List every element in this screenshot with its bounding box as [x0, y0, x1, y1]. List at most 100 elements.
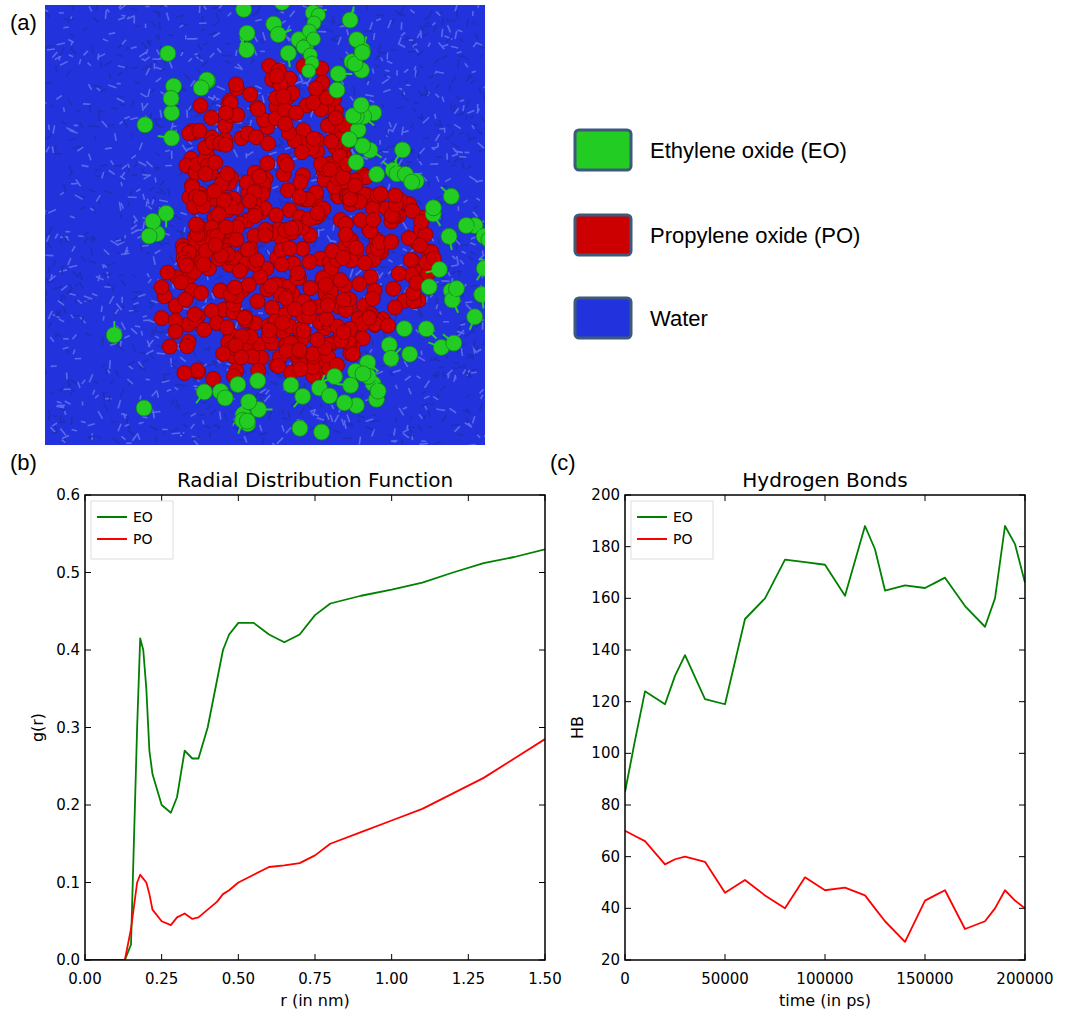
water-stick: [464, 200, 468, 203]
water-stick: [325, 420, 326, 425]
water-stick: [97, 53, 99, 59]
water-stick: [62, 440, 66, 443]
water-stick: [409, 428, 412, 433]
water-stick: [304, 383, 305, 387]
water-stick: [438, 366, 444, 368]
water-stick: [118, 66, 125, 68]
water-stick: [359, 16, 360, 22]
water-stick: [120, 239, 125, 241]
water-stick: [483, 341, 484, 346]
water-stick: [222, 54, 231, 56]
water-stick: [366, 426, 374, 430]
water-stick: [461, 320, 466, 324]
water-stick: [91, 248, 92, 256]
water-stick: [150, 353, 154, 359]
water-stick: [477, 129, 482, 134]
water-stick: [83, 28, 87, 30]
water-stick: [318, 228, 320, 236]
water-stick: [153, 256, 155, 264]
water-stick: [68, 292, 72, 294]
water-stick: [390, 159, 395, 160]
water-stick: [128, 361, 135, 365]
water-stick: [50, 337, 54, 342]
water-stick: [465, 302, 472, 303]
water-stick: [128, 196, 137, 198]
water-stick: [177, 173, 182, 176]
water-stick: [393, 18, 394, 23]
water-stick: [390, 252, 395, 253]
water-stick: [379, 140, 381, 144]
water-stick: [384, 74, 388, 75]
water-stick: [457, 30, 462, 32]
water-stick: [467, 18, 469, 26]
water-stick: [162, 374, 170, 375]
water-stick: [454, 362, 459, 364]
water-stick: [223, 365, 229, 366]
water-stick: [391, 440, 398, 442]
water-stick: [403, 97, 407, 101]
water-stick: [154, 63, 156, 69]
water-stick: [48, 266, 50, 273]
water-stick: [269, 152, 277, 155]
water-stick: [441, 56, 447, 58]
water-stick: [130, 190, 131, 195]
water-stick: [406, 161, 413, 162]
water-stick: [171, 358, 172, 367]
water-stick: [228, 12, 231, 16]
water-stick: [443, 321, 449, 323]
water-stick: [171, 398, 174, 405]
water-stick: [163, 428, 166, 434]
water-stick: [48, 125, 50, 130]
water-stick: [118, 400, 120, 408]
water-stick: [142, 66, 150, 70]
water-stick: [437, 237, 440, 244]
water-stick: [470, 243, 475, 245]
water-stick: [132, 275, 136, 277]
water-stick: [476, 33, 478, 39]
water-stick: [53, 125, 55, 133]
water-stick: [87, 436, 94, 438]
water-stick: [388, 271, 392, 274]
water-stick: [45, 137, 49, 140]
water-stick: [73, 350, 75, 355]
water-stick: [100, 62, 103, 67]
water-stick: [104, 250, 109, 255]
water-stick: [365, 95, 373, 97]
water-stick: [484, 87, 485, 89]
water-stick: [451, 46, 458, 48]
water-stick: [120, 104, 125, 106]
water-stick: [175, 405, 181, 407]
water-stick: [189, 141, 192, 144]
water-background: [45, 5, 485, 445]
water-stick: [460, 133, 464, 135]
water-stick: [102, 337, 104, 345]
water-stick: [120, 5, 127, 9]
water-stick: [146, 49, 148, 54]
water-stick: [389, 122, 391, 127]
water-stick: [142, 169, 145, 174]
water-stick: [48, 281, 53, 282]
water-stick: [131, 47, 137, 49]
water-stick: [95, 175, 100, 177]
water-stick: [247, 114, 253, 120]
water-stick: [102, 121, 108, 127]
water-stick: [224, 414, 227, 421]
water-stick: [55, 333, 57, 338]
water-stick: [83, 103, 90, 105]
water-stick: [265, 247, 267, 253]
water-stick: [410, 416, 412, 420]
water-stick: [109, 74, 111, 79]
water-stick: [476, 198, 480, 200]
water-stick: [210, 53, 214, 58]
water-stick: [109, 33, 115, 34]
water-stick: [145, 6, 149, 8]
water-stick: [477, 109, 480, 114]
water-stick: [63, 183, 66, 191]
water-stick: [454, 426, 459, 432]
water-stick: [154, 60, 156, 63]
water-stick: [116, 303, 121, 310]
water-stick: [143, 194, 145, 200]
water-stick: [48, 210, 56, 213]
water-stick: [60, 408, 65, 410]
water-stick: [395, 418, 396, 423]
